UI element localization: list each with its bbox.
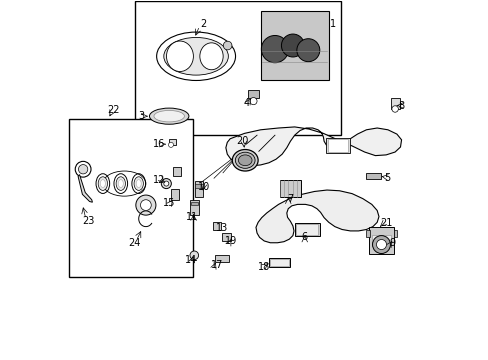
Text: 9: 9 bbox=[388, 238, 394, 248]
Text: 7: 7 bbox=[286, 194, 293, 204]
Bar bbox=[195, 181, 203, 197]
Circle shape bbox=[140, 200, 151, 211]
Text: 24: 24 bbox=[127, 238, 140, 248]
Bar bbox=[279, 180, 301, 197]
Ellipse shape bbox=[156, 32, 235, 81]
Bar bbox=[370, 233, 391, 244]
Text: 10: 10 bbox=[198, 182, 210, 192]
Circle shape bbox=[168, 142, 173, 147]
Circle shape bbox=[261, 36, 288, 63]
Ellipse shape bbox=[163, 37, 228, 75]
Circle shape bbox=[223, 41, 231, 50]
Ellipse shape bbox=[232, 149, 258, 171]
Text: 13: 13 bbox=[215, 224, 227, 233]
Ellipse shape bbox=[149, 108, 188, 124]
Bar bbox=[247, 90, 258, 98]
Text: 19: 19 bbox=[224, 236, 237, 246]
Bar bbox=[190, 200, 199, 215]
Text: 14: 14 bbox=[185, 255, 197, 265]
Bar bbox=[260, 12, 328, 80]
Ellipse shape bbox=[166, 41, 193, 72]
Text: 1: 1 bbox=[330, 19, 336, 29]
Circle shape bbox=[136, 195, 156, 215]
Text: 20: 20 bbox=[236, 136, 248, 145]
Text: 2: 2 bbox=[200, 19, 206, 29]
Bar bbox=[222, 233, 231, 241]
Circle shape bbox=[75, 161, 91, 177]
Ellipse shape bbox=[136, 180, 141, 188]
Circle shape bbox=[296, 39, 319, 62]
Text: 23: 23 bbox=[82, 216, 95, 226]
Bar bbox=[215, 255, 228, 262]
Bar bbox=[390, 98, 399, 109]
Ellipse shape bbox=[96, 174, 109, 193]
Bar bbox=[368, 226, 393, 253]
Bar bbox=[195, 184, 203, 188]
Text: 8: 8 bbox=[398, 102, 404, 112]
Polygon shape bbox=[78, 175, 92, 202]
Bar bbox=[327, 139, 347, 152]
Circle shape bbox=[249, 98, 257, 105]
Circle shape bbox=[281, 34, 304, 57]
Circle shape bbox=[163, 181, 168, 186]
Circle shape bbox=[78, 165, 88, 174]
Ellipse shape bbox=[114, 174, 127, 193]
Bar bbox=[69, 119, 192, 277]
Bar bbox=[294, 223, 319, 235]
Text: 6: 6 bbox=[301, 232, 307, 242]
Circle shape bbox=[372, 235, 389, 253]
Polygon shape bbox=[225, 127, 401, 166]
Ellipse shape bbox=[132, 174, 145, 193]
Ellipse shape bbox=[100, 180, 105, 188]
Bar bbox=[212, 222, 221, 230]
Bar bbox=[171, 189, 179, 200]
Polygon shape bbox=[255, 190, 378, 243]
Ellipse shape bbox=[235, 152, 255, 168]
Bar bbox=[135, 1, 341, 135]
Bar bbox=[366, 230, 369, 237]
Ellipse shape bbox=[116, 177, 125, 190]
Bar bbox=[393, 230, 396, 237]
Text: 21: 21 bbox=[379, 218, 391, 228]
Circle shape bbox=[190, 251, 198, 260]
Circle shape bbox=[376, 239, 386, 249]
Text: 22: 22 bbox=[107, 105, 120, 115]
Ellipse shape bbox=[134, 177, 143, 190]
Ellipse shape bbox=[238, 155, 251, 166]
Text: 18: 18 bbox=[258, 262, 270, 272]
Circle shape bbox=[391, 106, 398, 112]
Bar bbox=[296, 225, 318, 234]
Text: 4: 4 bbox=[243, 98, 249, 108]
Bar bbox=[325, 138, 349, 153]
Text: 15: 15 bbox=[163, 198, 175, 208]
Bar bbox=[366, 173, 380, 179]
Text: 12: 12 bbox=[153, 175, 165, 185]
Ellipse shape bbox=[118, 180, 123, 188]
Text: 3: 3 bbox=[138, 111, 144, 121]
Bar bbox=[173, 167, 180, 176]
Text: 16: 16 bbox=[153, 139, 165, 149]
Ellipse shape bbox=[154, 111, 184, 122]
Bar bbox=[371, 234, 390, 243]
Ellipse shape bbox=[200, 43, 223, 70]
Bar bbox=[268, 258, 290, 267]
Bar bbox=[270, 259, 288, 266]
Text: 5: 5 bbox=[383, 173, 389, 183]
Bar bbox=[190, 202, 198, 205]
Circle shape bbox=[161, 179, 171, 189]
Text: 11: 11 bbox=[186, 212, 198, 221]
Text: 17: 17 bbox=[211, 260, 224, 270]
Bar bbox=[169, 139, 176, 145]
Ellipse shape bbox=[98, 177, 107, 190]
